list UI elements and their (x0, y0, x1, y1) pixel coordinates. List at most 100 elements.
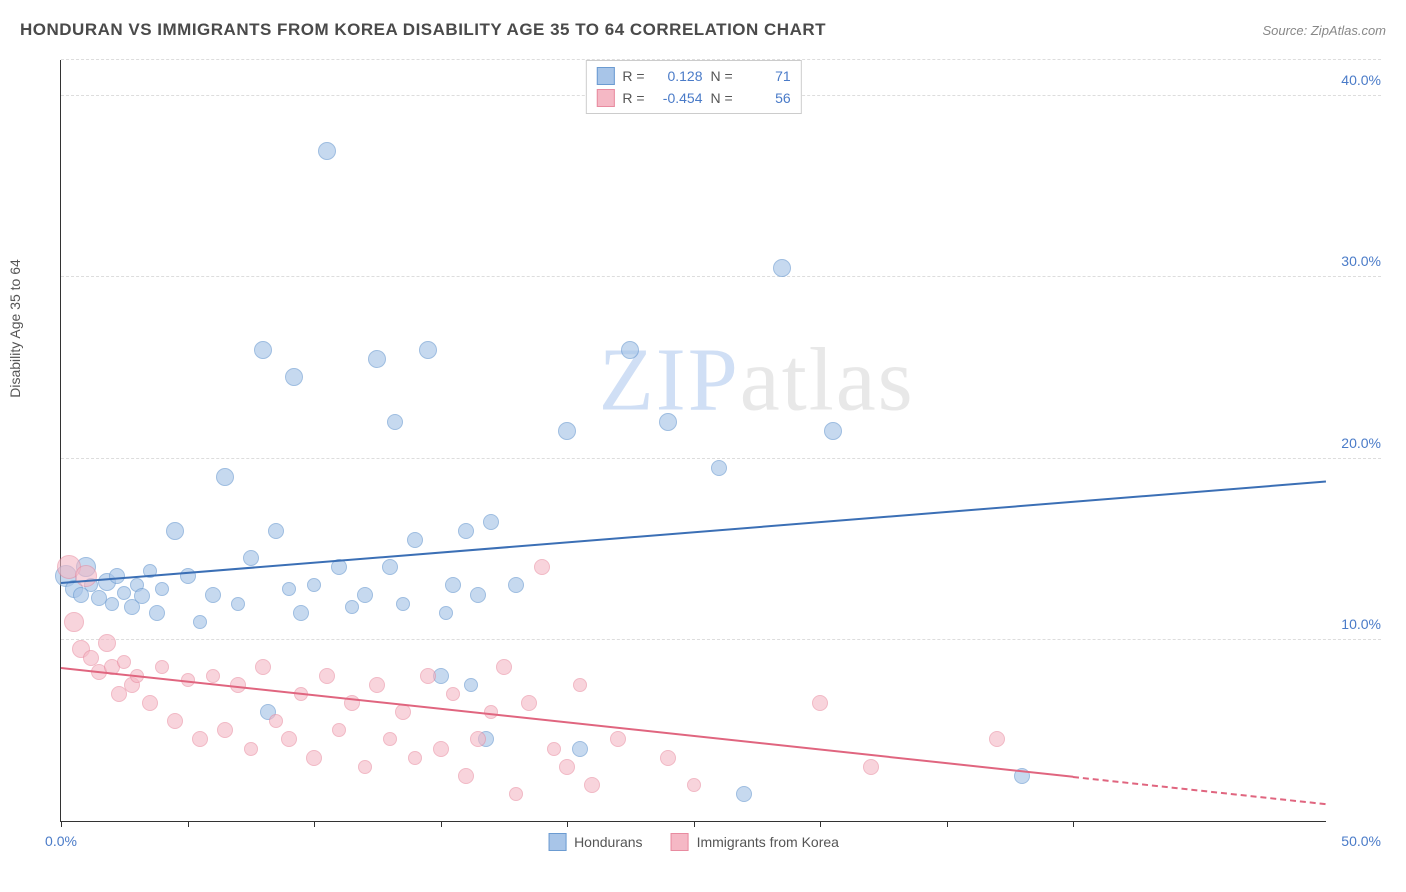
scatter-point (621, 341, 639, 359)
scatter-point (470, 731, 486, 747)
r-label: R = (622, 90, 644, 106)
scatter-point (369, 677, 385, 693)
legend-row-series-2: R = -0.454 N = 56 (596, 87, 790, 109)
y-tick-label: 10.0% (1341, 616, 1381, 632)
scatter-point (420, 668, 436, 684)
y-tick-label: 30.0% (1341, 253, 1381, 269)
scatter-point (306, 750, 322, 766)
scatter-point (439, 606, 453, 620)
scatter-point (345, 600, 359, 614)
y-axis-label: Disability Age 35 to 64 (7, 259, 23, 398)
watermark-atlas: atlas (740, 330, 915, 429)
r-value-1: 0.128 (653, 68, 703, 84)
scatter-point (281, 731, 297, 747)
scatter-point (206, 669, 220, 683)
scatter-point (142, 695, 158, 711)
scatter-point (358, 760, 372, 774)
scatter-point (584, 777, 600, 793)
scatter-point (558, 422, 576, 440)
scatter-point (464, 678, 478, 692)
scatter-point (521, 695, 537, 711)
swatch-icon (548, 833, 566, 851)
x-tick (441, 821, 442, 827)
scatter-point (508, 577, 524, 593)
scatter-point (368, 350, 386, 368)
scatter-point (357, 587, 373, 603)
scatter-point (396, 597, 410, 611)
chart-source: Source: ZipAtlas.com (1262, 23, 1386, 38)
scatter-point (166, 522, 184, 540)
scatter-point (458, 768, 474, 784)
scatter-point (167, 713, 183, 729)
scatter-point (285, 368, 303, 386)
y-tick-label: 40.0% (1341, 72, 1381, 88)
scatter-point (193, 615, 207, 629)
legend-label-1: Hondurans (574, 834, 643, 850)
trend-line (1073, 776, 1326, 805)
scatter-point (483, 514, 499, 530)
scatter-point (736, 786, 752, 802)
scatter-point (293, 605, 309, 621)
scatter-point (395, 704, 411, 720)
scatter-point (268, 523, 284, 539)
scatter-point (117, 655, 131, 669)
scatter-point (254, 341, 272, 359)
scatter-point (659, 413, 677, 431)
scatter-point (64, 612, 84, 632)
plot-area: ZIPatlas R = 0.128 N = 71 R = -0.454 N =… (60, 60, 1326, 822)
scatter-point (863, 759, 879, 775)
x-tick (188, 821, 189, 827)
scatter-point (773, 259, 791, 277)
scatter-point (155, 582, 169, 596)
n-value-2: 56 (741, 90, 791, 106)
x-tick (314, 821, 315, 827)
scatter-point (534, 559, 550, 575)
scatter-point (989, 731, 1005, 747)
legend-label-2: Immigrants from Korea (697, 834, 839, 850)
scatter-point (382, 559, 398, 575)
n-label: N = (711, 68, 733, 84)
scatter-point (419, 341, 437, 359)
x-axis-min-label: 0.0% (45, 833, 77, 849)
scatter-point (216, 468, 234, 486)
scatter-point (711, 460, 727, 476)
scatter-point (824, 422, 842, 440)
scatter-point (155, 660, 169, 674)
chart-title: HONDURAN VS IMMIGRANTS FROM KOREA DISABI… (20, 20, 826, 40)
x-axis-max-label: 50.0% (1341, 833, 1381, 849)
legend-item-1: Hondurans (548, 833, 643, 851)
scatter-point (496, 659, 512, 675)
scatter-point (149, 605, 165, 621)
gridline (61, 639, 1381, 640)
x-tick (694, 821, 695, 827)
chart-container: Disability Age 35 to 64 ZIPatlas R = 0.1… (45, 55, 1386, 862)
scatter-point (470, 587, 486, 603)
x-tick (61, 821, 62, 827)
n-value-1: 71 (741, 68, 791, 84)
n-label: N = (711, 90, 733, 106)
scatter-point (446, 687, 460, 701)
swatch-icon (671, 833, 689, 851)
x-tick (567, 821, 568, 827)
scatter-point (98, 634, 116, 652)
scatter-point (458, 523, 474, 539)
r-value-2: -0.454 (653, 90, 703, 106)
legend-correlation: R = 0.128 N = 71 R = -0.454 N = 56 (585, 60, 801, 114)
scatter-point (509, 787, 523, 801)
scatter-point (307, 578, 321, 592)
scatter-point (559, 759, 575, 775)
gridline (61, 458, 1381, 459)
scatter-point (610, 731, 626, 747)
scatter-point (318, 142, 336, 160)
scatter-point (383, 732, 397, 746)
scatter-point (205, 587, 221, 603)
scatter-point (660, 750, 676, 766)
scatter-point (445, 577, 461, 593)
scatter-point (255, 659, 271, 675)
scatter-point (572, 741, 588, 757)
swatch-series-2 (596, 89, 614, 107)
r-label: R = (622, 68, 644, 84)
scatter-point (105, 597, 119, 611)
legend-row-series-1: R = 0.128 N = 71 (596, 65, 790, 87)
x-tick (947, 821, 948, 827)
